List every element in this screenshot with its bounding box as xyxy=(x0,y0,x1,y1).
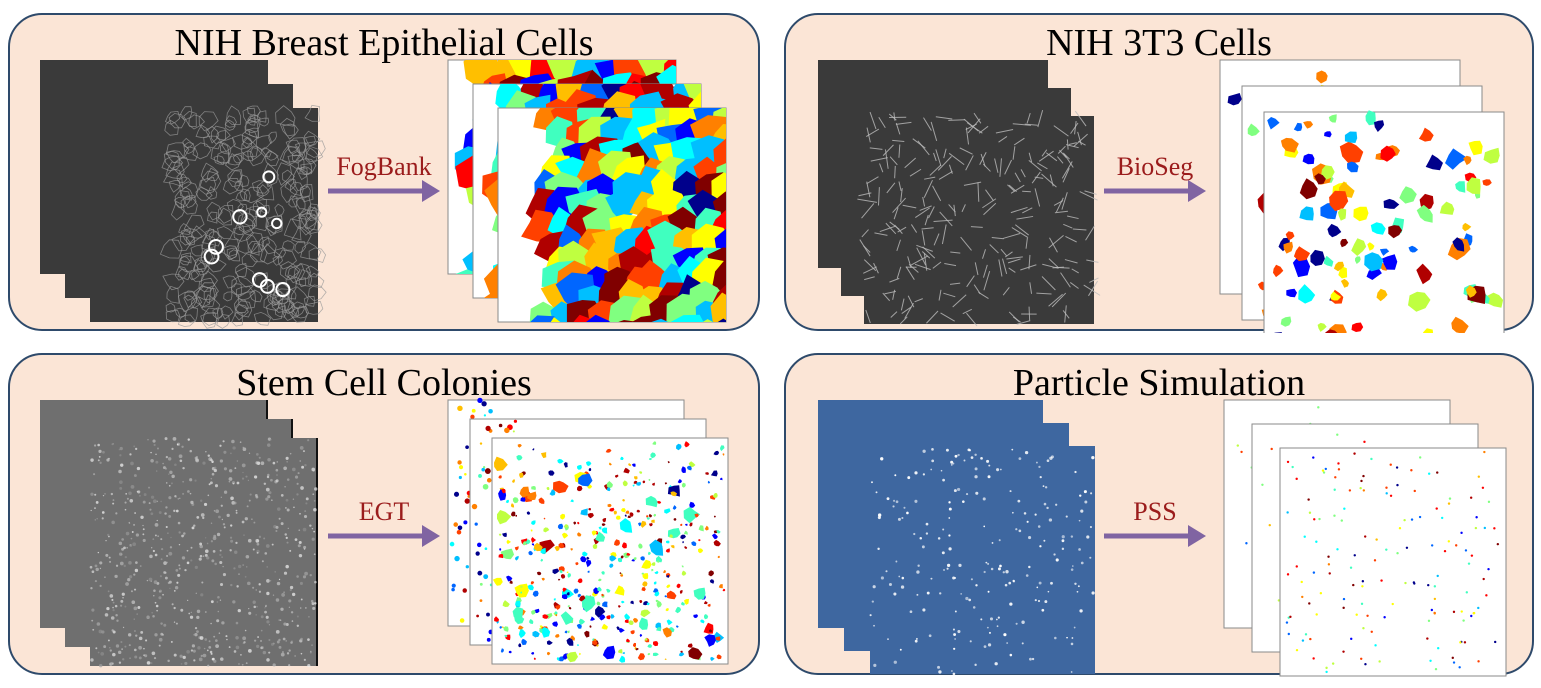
arrow-head-icon xyxy=(422,180,440,202)
panel-nih-3t3: NIH 3T3 Cells BioSeg xyxy=(784,13,1534,333)
method-label: EGT xyxy=(359,497,410,526)
panel-title: Particle Simulation xyxy=(1012,362,1306,404)
arrow-head-icon xyxy=(1188,525,1206,547)
segmentation-frame xyxy=(1263,110,1505,333)
input-image-frame xyxy=(90,104,327,329)
segmentation-frame xyxy=(491,437,729,665)
method-label: PSS xyxy=(1133,497,1176,526)
panel-figure: BioSeg xyxy=(818,59,1505,333)
panel-stem-cell: Stem Cell Colonies EGT xyxy=(8,353,760,675)
arrow-head-icon xyxy=(1188,180,1206,202)
panel-title: NIH 3T3 Cells xyxy=(1046,22,1272,64)
segmentation-frame xyxy=(497,107,727,323)
input-image-frame xyxy=(869,446,1095,676)
panel-breast-epithelial: NIH Breast Epithelial Cells FogBank xyxy=(8,13,760,331)
arrow-head-icon xyxy=(422,525,440,547)
input-image-frame xyxy=(857,110,1101,327)
panel-particle: Particle Simulation PSS xyxy=(784,353,1534,677)
input-image-frame xyxy=(89,436,318,668)
panel-title: Stem Cell Colonies xyxy=(236,362,532,404)
panel-title: NIH Breast Epithelial Cells xyxy=(174,22,594,64)
segmentation-frame xyxy=(1279,447,1507,677)
method-label: FogBank xyxy=(336,152,431,181)
panel-figure: EGT xyxy=(40,397,729,668)
method-label: BioSeg xyxy=(1117,152,1194,181)
panel-figure: FogBank xyxy=(40,59,727,329)
panel-figure: PSS xyxy=(818,399,1507,677)
